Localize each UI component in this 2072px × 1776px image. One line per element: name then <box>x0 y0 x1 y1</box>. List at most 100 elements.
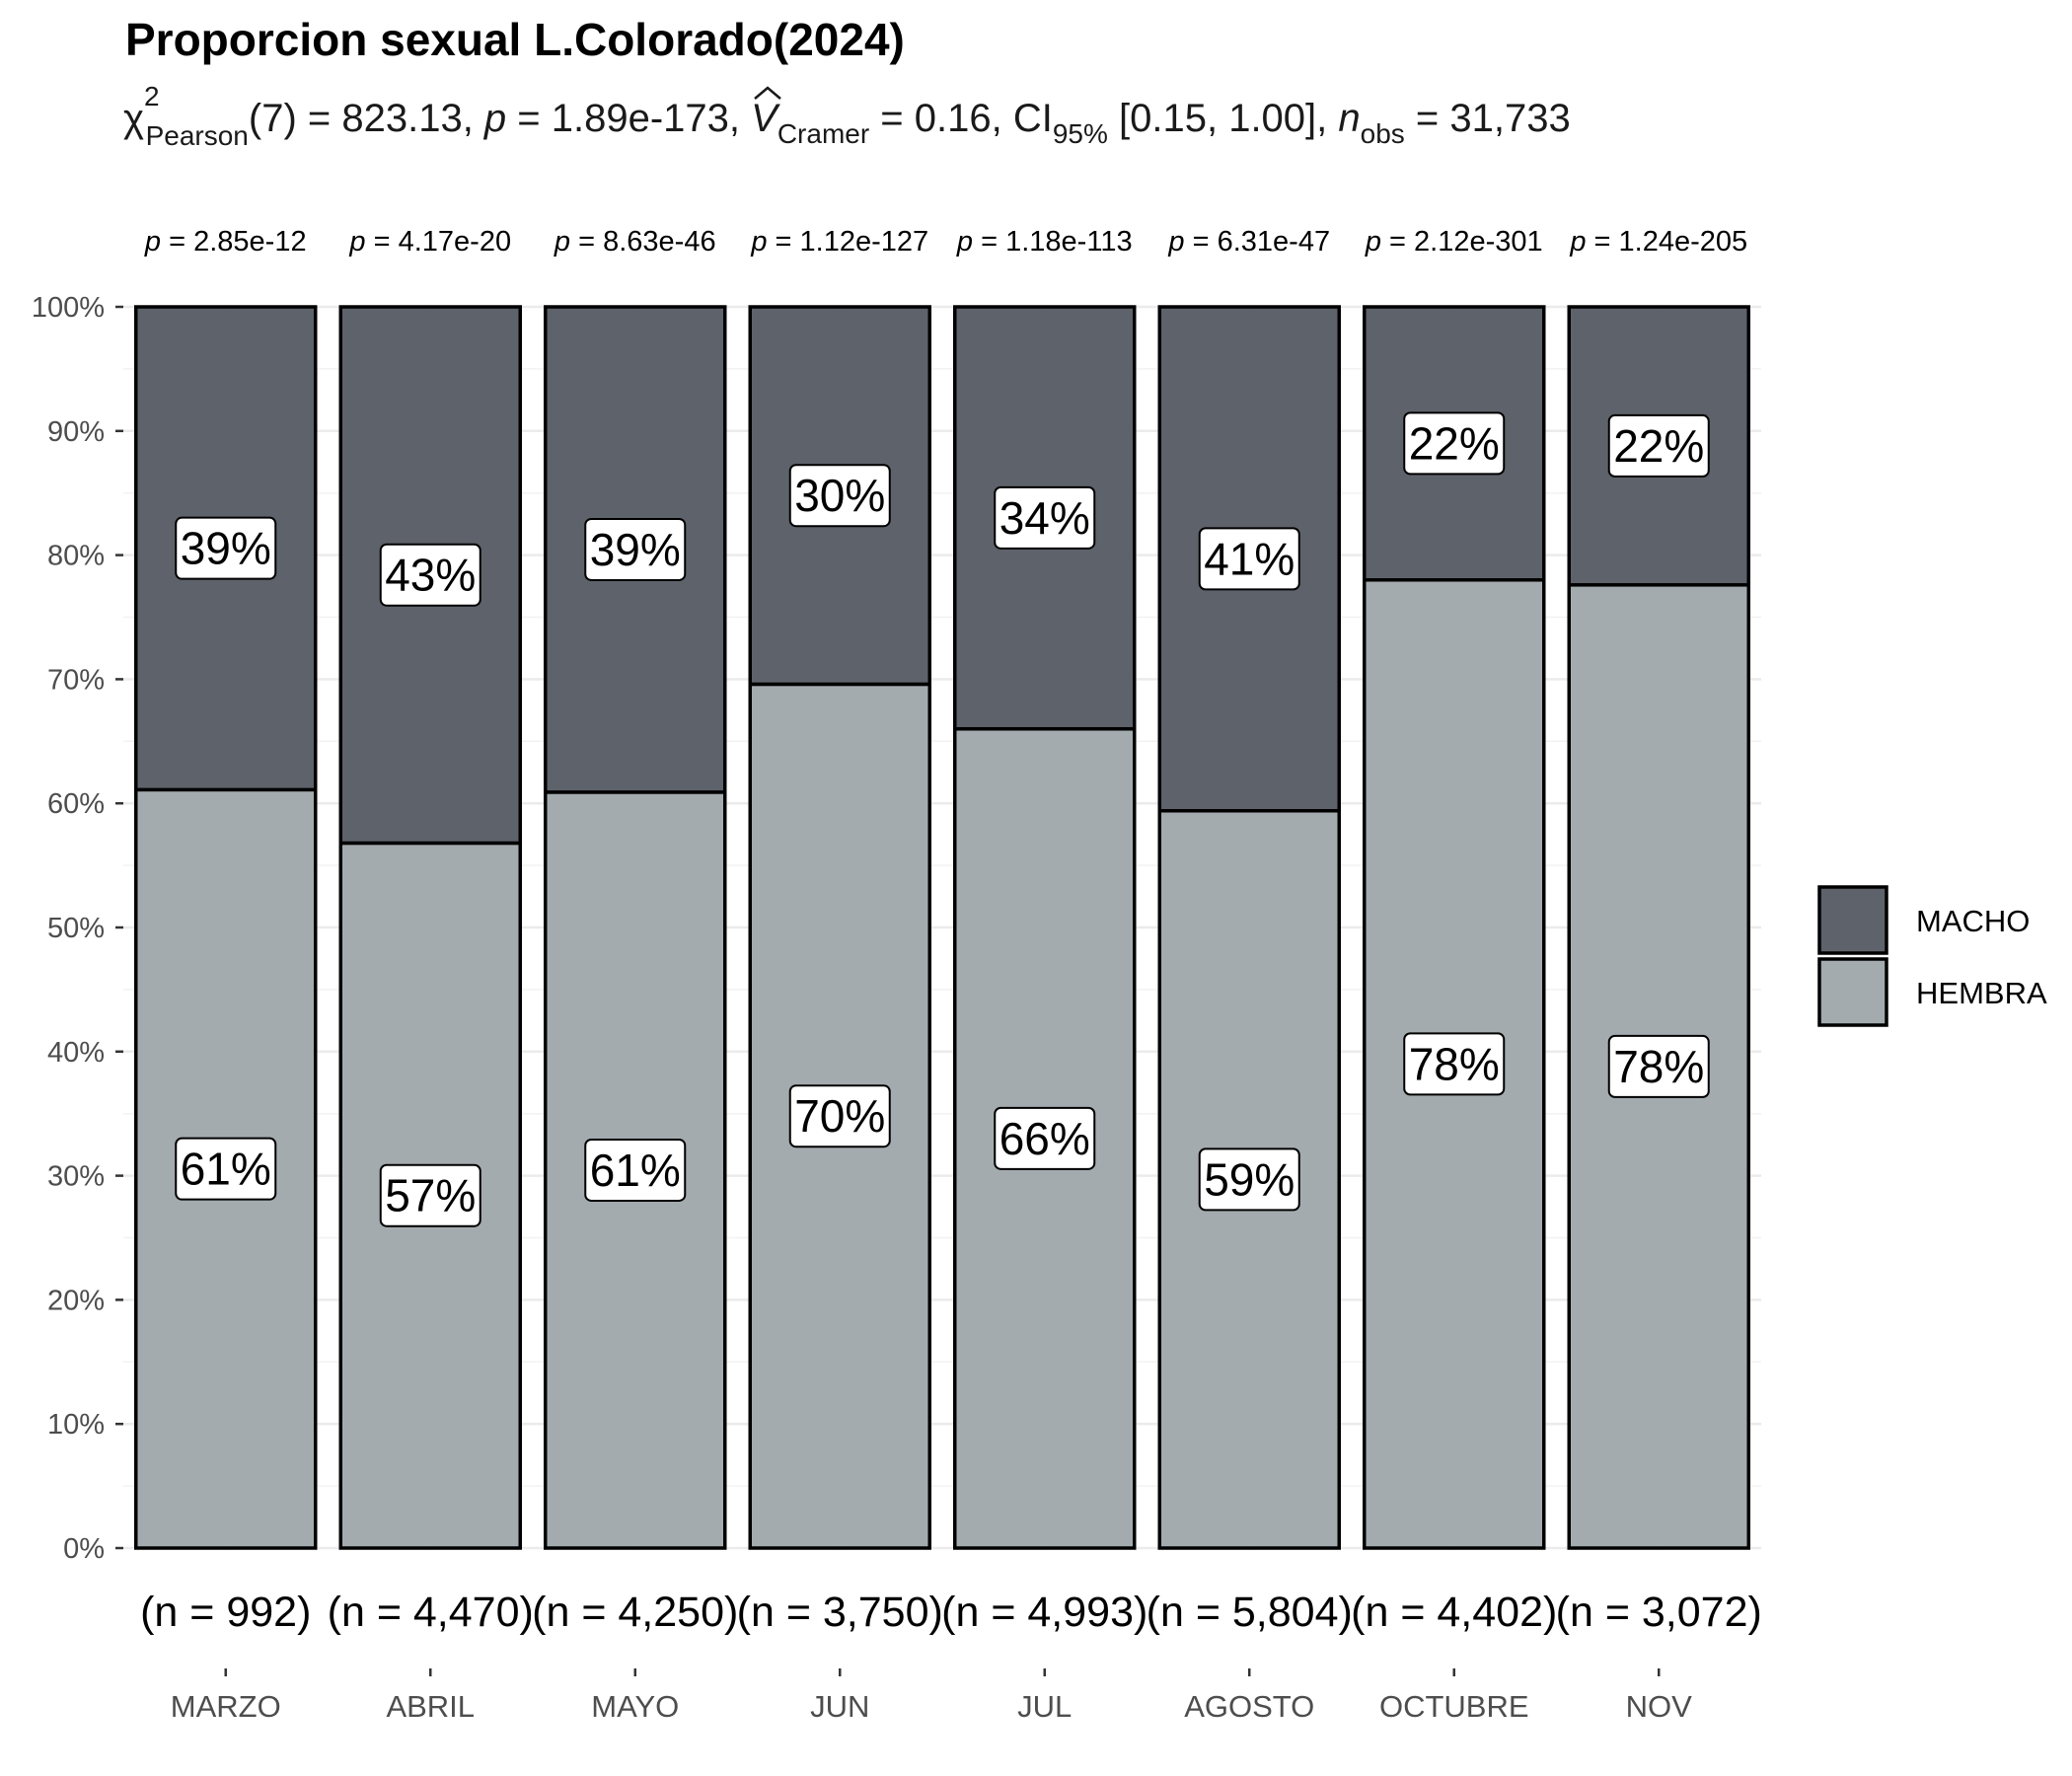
bar-label-box <box>379 1163 481 1227</box>
y-tick-label: 40% <box>47 1037 105 1069</box>
bar-label-box <box>379 543 481 607</box>
bar-label-text: 57% <box>385 1170 476 1221</box>
p-value-symbol: p <box>144 226 161 258</box>
bar-label-text: 70% <box>794 1090 885 1142</box>
y-tick-label: 100% <box>32 292 105 324</box>
legend-swatch-hembra <box>1817 957 1888 1027</box>
y-tick-label: 70% <box>47 664 105 696</box>
legend-label-hembra: HEMBRA <box>1916 976 2047 1010</box>
p-value-number: = 1.18e-113 <box>973 226 1133 258</box>
legend-label-macho: MACHO <box>1916 904 2030 938</box>
y-tick-label: 60% <box>47 788 105 820</box>
x-tick-label: MARZO <box>171 1689 281 1724</box>
bar-label-hembra: 57% <box>379 1163 481 1227</box>
p-value-number: = 1.24e-205 <box>1586 226 1747 258</box>
p-values: p = 2.85e-12 p = 4.17e-20 p = 8.63e-46 p = … <box>144 226 1747 258</box>
sample-count-label: (n = 992) <box>140 1589 311 1636</box>
p-value-number: = 6.31e-47 <box>1185 226 1331 258</box>
bar-label-box <box>1198 527 1300 591</box>
y-axis: 0% 10% 20% 30% 40% 50% 60% 70% 80% 90% 100% <box>32 292 123 1565</box>
bar-label-macho: 22% <box>1607 413 1710 478</box>
p-value-label: p = 2.85e-12 <box>144 226 307 258</box>
bar-label-text: 34% <box>999 492 1090 544</box>
bar-label-hembra: 78% <box>1607 1034 1710 1098</box>
p-value-number: = 1.12e-127 <box>767 226 928 258</box>
bar-label-macho: 39% <box>175 516 277 580</box>
bar-label-macho: 34% <box>994 485 1096 550</box>
x-tick-label: JUL <box>1017 1689 1072 1724</box>
bar-label-macho: 22% <box>1403 411 1506 476</box>
sample-count-label: (n = 4,250) <box>532 1589 738 1636</box>
bar-label-box <box>175 516 277 580</box>
x-tick-label: OCTUBRE <box>1379 1689 1529 1724</box>
bar-label-text: 43% <box>385 550 476 601</box>
bar-label-text: 39% <box>181 523 271 574</box>
cramer-hat-icon <box>754 86 781 100</box>
bar-label-box <box>788 464 891 528</box>
y-tick-label: 90% <box>47 416 105 448</box>
x-tick-label: AGOSTO <box>1184 1689 1314 1724</box>
p-value-label: p = 8.63e-46 <box>554 226 716 258</box>
x-tick-label: MAYO <box>591 1689 679 1724</box>
p-value-symbol: p <box>1569 226 1586 258</box>
bar-label-hembra: 70% <box>788 1084 891 1148</box>
bar-label-box <box>994 485 1096 550</box>
x-tick-label: JUN <box>810 1689 869 1724</box>
bar-label-box <box>1607 413 1710 478</box>
bar-label-macho: 30% <box>788 464 891 528</box>
p-value-symbol: p <box>956 226 973 258</box>
bar-label-text: 59% <box>1204 1153 1295 1205</box>
legend: MACHO HEMBRA <box>1817 885 2047 1027</box>
bar-label-hembra: 61% <box>584 1138 687 1202</box>
p-value-label: p = 2.12e-301 <box>1365 226 1543 258</box>
chart-title: Proporcion sexual L.Colorado(2024) <box>125 14 905 65</box>
p-value-number: = 8.63e-46 <box>570 226 716 258</box>
bar-label-box <box>994 1106 1096 1170</box>
y-tick-label: 10% <box>47 1409 105 1441</box>
bar-label-box <box>1198 1147 1300 1212</box>
bar-label-box <box>175 1137 277 1201</box>
y-tick-label: 80% <box>47 541 105 572</box>
p-value-label: p = 4.17e-20 <box>348 226 511 258</box>
sample-counts: (n = 992) (n = 4,470)(n = 4,250)(n = 3,75… <box>140 1589 1762 1636</box>
bar-label-hembra: 59% <box>1198 1147 1300 1212</box>
bar-label-text: 41% <box>1204 533 1295 584</box>
bar-label-text: 78% <box>1613 1041 1704 1092</box>
sample-count-label: (n = 3,750) <box>737 1589 943 1636</box>
bar-label-hembra: 66% <box>994 1106 1096 1170</box>
y-tick-label: 50% <box>47 913 105 944</box>
p-value-label: p = 1.18e-113 <box>956 226 1133 258</box>
p-value-symbol: p <box>554 226 570 258</box>
x-tick-label: ABRIL <box>386 1689 475 1724</box>
chart-subtitle: χ2 Pearson(7) = 823.13, p = 1.89e-173, VC… <box>123 81 1571 151</box>
bar-label-box <box>788 1084 891 1148</box>
bar-label-text: 22% <box>1613 420 1704 472</box>
bar-label-box <box>1403 411 1506 476</box>
bar-label-text: 61% <box>181 1144 271 1195</box>
legend-swatch-macho <box>1817 885 1888 955</box>
p-value-symbol: p <box>750 226 767 258</box>
bar-labels: 61% 39% 57% 43% 61% 39% 70% 30% 66% 34% 59% 41% 78% 2… <box>175 411 1710 1227</box>
bar-label-text: 22% <box>1409 417 1500 469</box>
bar-label-hembra: 78% <box>1403 1032 1506 1096</box>
bar-label-text: 66% <box>999 1113 1090 1164</box>
bar-label-macho: 43% <box>379 543 481 607</box>
bar-label-macho: 41% <box>1198 527 1300 591</box>
p-value-number: = 4.17e-20 <box>366 226 512 258</box>
bar-label-box <box>584 517 687 581</box>
sample-count-label: (n = 3,072) <box>1556 1589 1762 1636</box>
sample-count-label: (n = 4,993) <box>941 1589 1147 1636</box>
bar-label-text: 61% <box>590 1145 681 1196</box>
p-value-symbol: p <box>1365 226 1381 258</box>
bar-label-box <box>1607 1034 1710 1098</box>
y-tick-label: 20% <box>47 1285 105 1316</box>
p-value-number: = 2.12e-301 <box>1381 226 1543 258</box>
bar-label-box <box>1403 1032 1506 1096</box>
p-value-symbol: p <box>1167 226 1184 258</box>
x-tick-label: NOV <box>1626 1689 1693 1724</box>
bar-label-macho: 39% <box>584 517 687 581</box>
p-value-label: p = 6.31e-47 <box>1167 226 1330 258</box>
bar-label-text: 39% <box>590 524 681 575</box>
bar-label-text: 78% <box>1409 1038 1500 1089</box>
